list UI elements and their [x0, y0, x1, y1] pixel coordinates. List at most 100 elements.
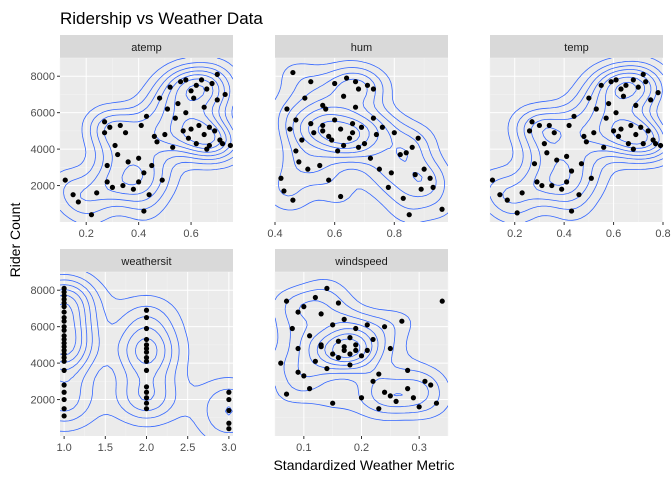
- data-point: [568, 208, 575, 214]
- data-point: [638, 124, 644, 130]
- data-point: [188, 126, 194, 132]
- data-point: [293, 117, 299, 123]
- data-point: [324, 365, 330, 372]
- data-point: [406, 212, 412, 218]
- data-point: [620, 93, 627, 99]
- data-point: [343, 75, 350, 81]
- data-point: [185, 135, 192, 141]
- data-point: [204, 146, 210, 152]
- x-tick-label: 0.6: [183, 228, 198, 240]
- data-point: [421, 166, 427, 172]
- data-point: [120, 182, 126, 189]
- data-point: [608, 79, 614, 85]
- data-point: [544, 150, 550, 156]
- data-point: [571, 113, 577, 119]
- data-point: [75, 199, 81, 205]
- data-point: [183, 77, 189, 83]
- data-point: [635, 84, 641, 90]
- data-point: [489, 177, 496, 183]
- data-point: [341, 344, 347, 350]
- data-point: [529, 119, 535, 125]
- data-point: [61, 304, 67, 310]
- data-point: [295, 345, 301, 352]
- y-tick-label: 8000: [31, 71, 55, 83]
- y-tick-label: 6000: [31, 108, 55, 120]
- data-point: [318, 344, 324, 350]
- data-point: [198, 77, 205, 83]
- data-point: [335, 148, 341, 154]
- data-point: [295, 369, 301, 375]
- data-point: [170, 144, 176, 150]
- data-point: [549, 182, 555, 189]
- data-point: [338, 126, 344, 132]
- data-point: [146, 192, 152, 198]
- data-point: [212, 128, 218, 134]
- data-point: [61, 344, 67, 350]
- data-point: [598, 82, 604, 88]
- data-point: [358, 124, 365, 130]
- data-point: [353, 342, 359, 348]
- x-tick-label: 0.4: [131, 228, 146, 240]
- data-point: [534, 179, 540, 185]
- data-point: [335, 300, 342, 306]
- facet-strip-label: temp: [564, 42, 588, 54]
- data-point: [347, 362, 353, 368]
- data-point: [409, 144, 415, 150]
- data-point: [568, 168, 575, 174]
- data-point: [196, 122, 202, 129]
- data-point: [143, 342, 150, 348]
- data-point: [341, 142, 347, 149]
- data-point: [387, 393, 393, 399]
- data-point: [226, 396, 232, 403]
- x-tick-label: 0.4: [267, 228, 282, 240]
- data-point: [290, 197, 296, 203]
- data-point: [214, 71, 220, 77]
- data-point: [361, 141, 368, 147]
- x-tick-label: 0.4: [556, 228, 571, 240]
- density-contour: [275, 279, 448, 421]
- data-point: [290, 69, 296, 76]
- data-point: [283, 391, 290, 397]
- data-point: [559, 186, 565, 192]
- data-point: [364, 82, 371, 88]
- data-point: [564, 179, 570, 185]
- data-point: [370, 86, 377, 92]
- data-point: [618, 86, 624, 92]
- data-point: [193, 141, 199, 147]
- data-point: [183, 110, 189, 116]
- data-point: [330, 400, 336, 406]
- data-point: [381, 324, 388, 330]
- data-point: [514, 210, 520, 216]
- data-point: [519, 190, 525, 196]
- data-point: [204, 86, 210, 92]
- data-point: [349, 121, 356, 127]
- data-point: [554, 157, 560, 163]
- data-point: [307, 333, 313, 339]
- data-point: [157, 95, 163, 101]
- data-point: [640, 71, 646, 77]
- data-point: [226, 389, 232, 395]
- data-point: [143, 349, 150, 355]
- density-contour: [60, 58, 233, 222]
- data-point: [355, 144, 362, 150]
- facet-strip: [275, 35, 448, 58]
- data-point: [379, 124, 385, 130]
- data-point: [320, 128, 326, 134]
- data-point: [341, 316, 347, 322]
- data-point: [188, 88, 194, 94]
- data-point: [296, 159, 302, 165]
- data-point: [320, 122, 326, 129]
- data-point: [346, 135, 353, 141]
- data-point: [628, 122, 634, 129]
- data-point: [329, 137, 335, 143]
- data-point: [412, 172, 418, 178]
- data-point: [422, 378, 428, 384]
- data-point: [531, 161, 538, 167]
- data-point: [143, 325, 150, 332]
- data-point: [281, 188, 287, 194]
- data-point: [347, 335, 353, 341]
- data-point: [326, 133, 332, 139]
- data-point: [623, 82, 629, 88]
- data-point: [387, 345, 393, 352]
- data-point: [373, 131, 380, 138]
